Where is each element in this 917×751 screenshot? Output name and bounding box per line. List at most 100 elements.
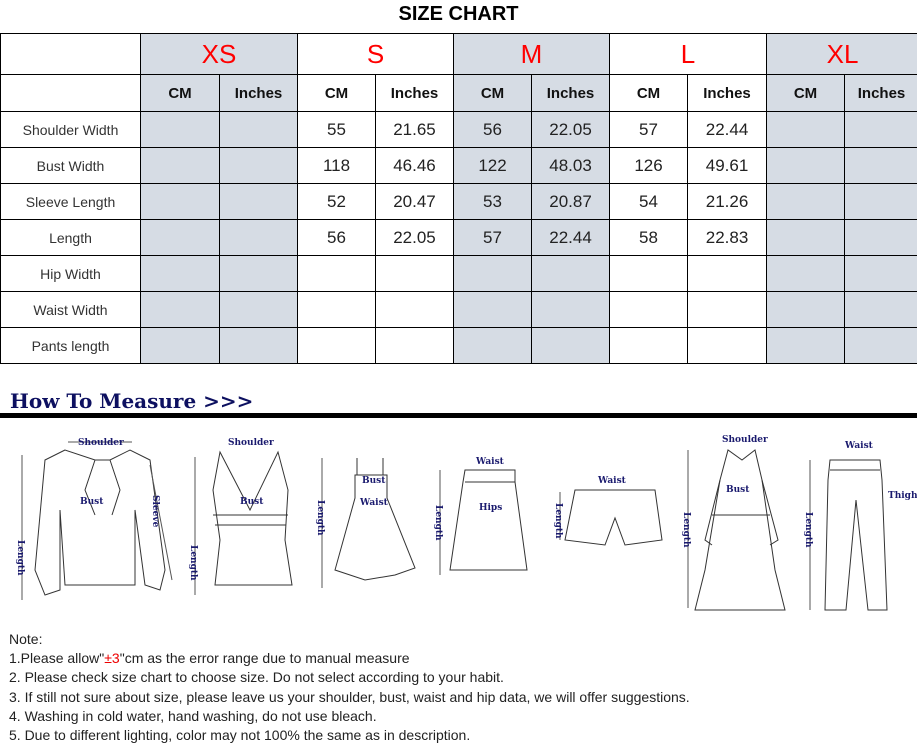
measurement-cell (844, 147, 917, 184)
measurement-cell (530, 291, 611, 328)
measurement-cell (844, 291, 917, 328)
measurement-cell (375, 255, 454, 292)
measurement-cell (766, 147, 846, 184)
measurement-cell (219, 111, 298, 148)
measurement-cell (219, 219, 298, 256)
note-1-text: 1.Please allow" (9, 650, 105, 667)
measurement-cell (140, 111, 220, 148)
size-header-row: XS S M L XL (0, 33, 917, 75)
svg-text:Length: Length (433, 505, 443, 541)
svg-text:Shoulder: Shoulder (228, 438, 274, 448)
unit-cm: CM (297, 74, 376, 112)
note-4: 4. Washing in cold water, hand washing, … (9, 707, 377, 724)
size-chart-table: XS S M L XL CM Inches CM Inches CM Inches CM In… (0, 33, 917, 364)
measurement-cell (219, 291, 298, 328)
measurement-cell (687, 327, 768, 364)
measurement-cell (530, 327, 611, 364)
table-row: Hip Width (0, 255, 917, 292)
svg-text:Waist: Waist (475, 457, 505, 467)
measurement-cell (844, 219, 917, 256)
length-label: Length (15, 540, 25, 576)
measurement-cell (140, 255, 220, 292)
measurement-cell: 58 (609, 219, 689, 256)
svg-text:Thigh: Thigh (888, 491, 917, 501)
note-2: 2. Please check size chart to choose siz… (9, 669, 504, 686)
svg-text:Length: Length (315, 500, 325, 536)
unit-inches: Inches (219, 74, 298, 112)
measurement-cell (219, 183, 298, 220)
corner-cell (0, 74, 141, 112)
row-label: Pants length (0, 327, 141, 364)
pants-illustration: Waist Thigh Length (803, 441, 917, 611)
measurement-cell: 53 (453, 183, 532, 220)
unit-header-row: CM Inches CM Inches CM Inches CM Inches CM Inches (0, 74, 917, 112)
corner-cell (0, 33, 141, 75)
measurement-cell (453, 255, 532, 292)
measurement-cell: 20.47 (375, 183, 454, 220)
blouse-illustration: Shoulder Bust Length Sleeve (15, 438, 173, 600)
notes: Note: 1.Please allow"±3"cm as the error … (9, 630, 690, 745)
measurement-cell (609, 327, 689, 364)
svg-text:Hips: Hips (479, 503, 502, 513)
measurement-cell (219, 327, 298, 364)
measurement-cell (140, 219, 220, 256)
coat-illustration: Shoulder Bust Length (681, 435, 786, 611)
svg-text:Waist: Waist (359, 498, 389, 508)
note-3: 3. If still not sure about size, please … (9, 688, 690, 705)
table-row: Sleeve Length 52 20.47 53 20.87 54 21.26 (0, 183, 917, 220)
measurement-cell: 22.83 (687, 219, 768, 256)
measurement-cell (375, 291, 454, 328)
measurement-cell: 54 (609, 183, 689, 220)
row-label: Waist Width (0, 291, 141, 328)
note-1-text-end: "cm as the error range due to manual mea… (119, 650, 410, 667)
svg-text:Shoulder: Shoulder (722, 435, 768, 445)
table-row: Bust Width 118 46.46 122 48.03 126 49.61 (0, 147, 917, 184)
measurement-cell (766, 327, 846, 364)
row-label: Sleeve Length (0, 183, 141, 220)
unit-inches: Inches (530, 74, 611, 112)
measurement-cell (766, 219, 846, 256)
skirt-illustration: Waist Hips Length (433, 457, 528, 575)
note-1-tolerance: ±3 (104, 650, 120, 667)
unit-inches: Inches (375, 74, 454, 112)
measurement-cell: 21.26 (687, 183, 768, 220)
table-row: Length 56 22.05 57 22.44 58 22.83 (0, 219, 917, 256)
size-xl: XL (766, 33, 917, 75)
measurement-cell: 122 (453, 147, 532, 184)
note-1: 1.Please allow"±3"cm as the error range … (9, 649, 690, 668)
measurement-cell (687, 291, 768, 328)
measurement-cell: 22.44 (687, 111, 768, 148)
measurement-cell: 49.61 (687, 147, 768, 184)
measurement-cell (140, 327, 220, 364)
divider (0, 413, 917, 418)
measurement-cell: 46.46 (375, 147, 454, 184)
size-l: L (609, 33, 768, 75)
measurement-cell (140, 147, 220, 184)
measurement-cell: 57 (453, 219, 532, 256)
measurement-cell (530, 255, 611, 292)
measurement-cell (140, 291, 220, 328)
svg-text:Length: Length (681, 512, 691, 548)
measurement-cell (766, 255, 846, 292)
notes-heading: Note: (9, 631, 43, 647)
svg-text:Waist: Waist (597, 476, 627, 486)
measurement-cell: 22.05 (530, 111, 611, 148)
unit-cm: CM (453, 74, 532, 112)
unit-cm: CM (609, 74, 689, 112)
measurement-cell (219, 147, 298, 184)
measurement-cell: 56 (453, 111, 532, 148)
svg-text:Waist: Waist (844, 441, 874, 451)
svg-text:Bust: Bust (362, 476, 386, 486)
row-label: Hip Width (0, 255, 141, 292)
measurement-cell (375, 327, 454, 364)
size-xs: XS (140, 33, 298, 75)
measurement-cell (297, 255, 376, 292)
svg-text:Bust: Bust (240, 497, 264, 507)
unit-cm: CM (140, 74, 220, 112)
measurement-cell: 52 (297, 183, 376, 220)
row-label: Shoulder Width (0, 111, 141, 148)
measurement-cell: 22.05 (375, 219, 454, 256)
measurement-illustrations: Shoulder Bust Length Sleeve Shoulder Bus… (15, 435, 917, 611)
table-row: Pants length (0, 327, 917, 364)
measurement-cell: 22.44 (530, 219, 611, 256)
